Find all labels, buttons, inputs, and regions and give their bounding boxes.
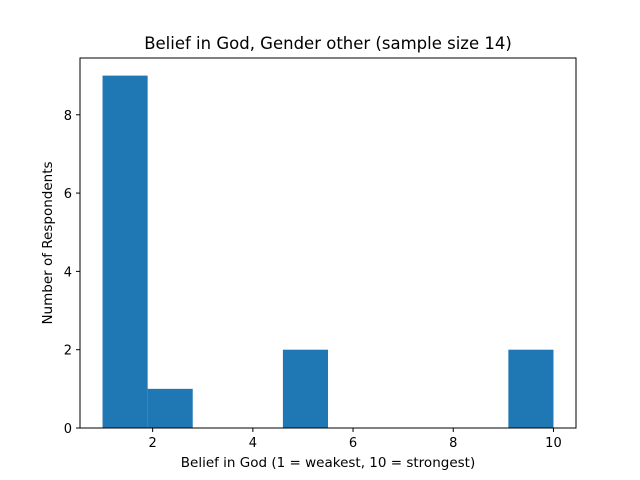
x-tick-label: 6 [349, 436, 357, 451]
y-tick-label: 0 [64, 422, 72, 437]
x-tick-label: 10 [545, 436, 562, 451]
y-tick-label: 2 [64, 344, 72, 359]
histogram-bar [282, 349, 328, 428]
bars-group [102, 75, 554, 428]
histogram-bar [147, 388, 193, 428]
x-tick-label: 2 [149, 436, 157, 451]
chart-title: Belief in God, Gender other (sample size… [144, 34, 512, 53]
x-axis-ticks: 2 4 6 8 10 [149, 428, 562, 451]
x-tick-label: 4 [249, 436, 257, 451]
y-axis-label: Number of Respondents [40, 161, 56, 324]
plot-frame [79, 57, 577, 429]
x-axis-label: Belief in God (1 = weakest, 10 = stronge… [181, 455, 475, 471]
histogram-bar [102, 75, 148, 428]
y-tick-label: 4 [64, 265, 72, 280]
y-tick-label: 8 [64, 109, 72, 124]
x-tick-label: 8 [449, 436, 457, 451]
y-tick-label: 6 [64, 187, 72, 202]
histogram-bar [508, 349, 554, 428]
y-axis-ticks: 0 2 4 6 8 [64, 109, 80, 437]
